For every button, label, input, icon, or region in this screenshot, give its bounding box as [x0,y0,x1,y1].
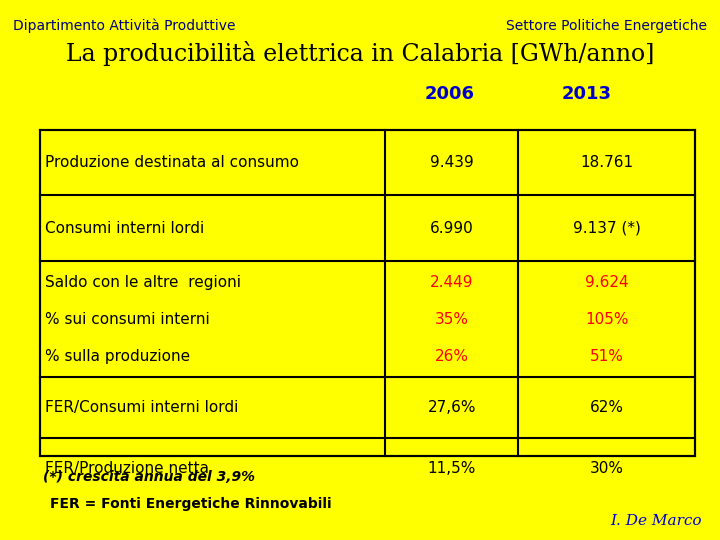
Text: % sui consumi interni: % sui consumi interni [45,312,210,327]
Text: Dipartimento Attività Produttive: Dipartimento Attività Produttive [13,19,235,33]
Text: 35%: 35% [435,312,469,327]
Text: 9.137 (*): 9.137 (*) [572,221,641,236]
Text: 6.990: 6.990 [430,221,474,236]
Text: Produzione destinata al consumo: Produzione destinata al consumo [45,155,300,170]
Text: 51%: 51% [590,349,624,363]
Text: Saldo con le altre  regioni: Saldo con le altre regioni [45,275,241,290]
Text: Settore Politiche Energetiche: Settore Politiche Energetiche [506,19,707,33]
Text: 62%: 62% [590,401,624,415]
Text: Consumi interni lordi: Consumi interni lordi [45,221,204,236]
Text: % sulla produzione: % sulla produzione [45,349,191,363]
Text: (*) crescita annua del 3,9%: (*) crescita annua del 3,9% [43,470,255,484]
Text: FER/Produzione netta: FER/Produzione netta [45,462,210,476]
Text: 27,6%: 27,6% [428,401,476,415]
Text: 2.449: 2.449 [430,275,474,290]
Text: FER/Consumi interni lordi: FER/Consumi interni lordi [45,401,239,415]
Text: I. De Marco: I. De Marco [611,514,702,528]
Text: 9.624: 9.624 [585,275,629,290]
Text: 18.761: 18.761 [580,155,633,170]
Text: 2013: 2013 [562,85,612,103]
Text: La producibilità elettrica in Calabria [GWh/anno]: La producibilità elettrica in Calabria [… [66,40,654,65]
Text: 11,5%: 11,5% [428,462,476,476]
Text: 105%: 105% [585,312,629,327]
Text: 2006: 2006 [425,85,475,103]
Text: 30%: 30% [590,462,624,476]
Text: 26%: 26% [435,349,469,363]
Text: FER = Fonti Energetiche Rinnovabili: FER = Fonti Energetiche Rinnovabili [50,497,332,511]
Text: 9.439: 9.439 [430,155,474,170]
